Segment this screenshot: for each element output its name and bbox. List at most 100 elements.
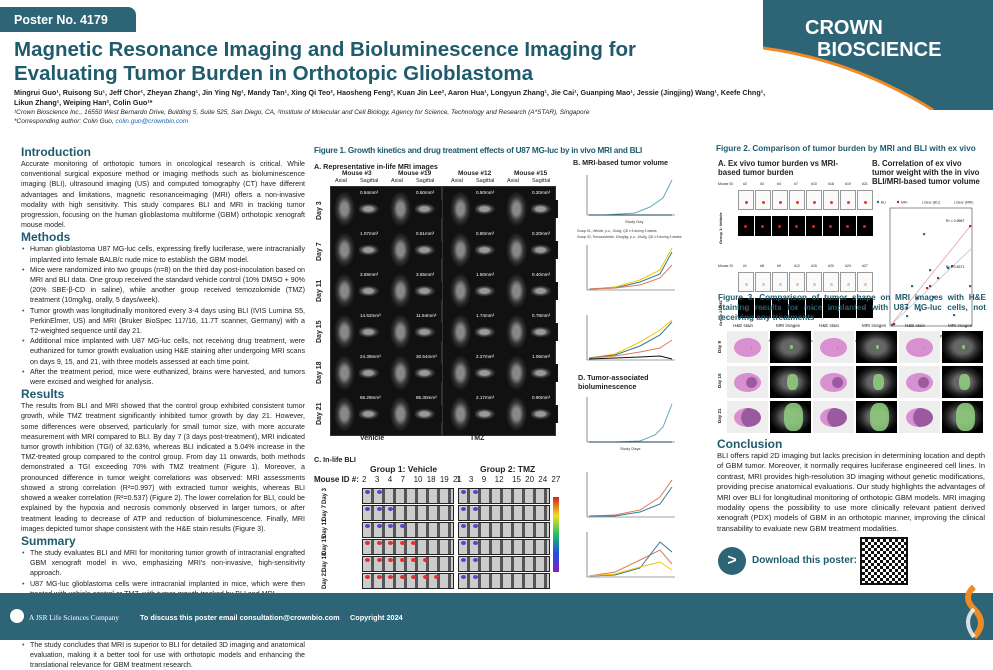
mri-axial-image <box>504 188 529 226</box>
mri-axial-image <box>448 352 473 390</box>
corresponding-email-link[interactable]: colin.guo@crownbio.com <box>115 118 189 125</box>
bli-color-scale <box>553 497 559 572</box>
mri-axial-image <box>332 188 357 226</box>
tumor-photo <box>738 190 754 210</box>
bli-data-point <box>947 267 950 270</box>
figure2-title: Figure 2. Comparison of tumor burden by … <box>716 144 976 153</box>
he-stain-image <box>727 401 768 433</box>
mri-sagittal-image <box>475 200 502 218</box>
panel-d-xlabel: Study Days <box>620 446 640 451</box>
tumor-volume-value: 0.50mm³ <box>416 190 435 195</box>
mri-sagittal-image <box>475 364 502 382</box>
mri-spot <box>846 307 849 310</box>
download-arrow-button[interactable]: > <box>718 547 746 575</box>
he-tissue <box>906 338 933 357</box>
tumor-volume-value: 0.80mm³ <box>476 231 495 236</box>
download-label[interactable]: Download this poster: <box>752 555 857 566</box>
tumor-spot <box>830 283 833 286</box>
mouse-header: Mouse #3 <box>342 170 372 177</box>
introduction-text: Accurate monitoring of orthotopic tumors… <box>21 160 305 230</box>
mri-tumor-overlay <box>784 403 803 431</box>
tumor-photo <box>857 190 873 210</box>
bli-signal <box>376 507 382 511</box>
day-label: Day 18 <box>316 361 323 384</box>
tumor-volume-value: 2.27mm³ <box>476 354 495 359</box>
bli-data-point <box>929 269 932 272</box>
mri-axial-image <box>448 311 473 349</box>
mri-data-point <box>893 323 896 326</box>
bli-signal <box>461 541 466 545</box>
crown-bioscience-logo: CROWN BIOSCIENCE <box>763 0 993 110</box>
mri-sagittal-image <box>475 241 502 259</box>
mouse-id: #27 <box>862 264 868 268</box>
bli-signal <box>461 575 466 579</box>
methods-bullet: After the treatment period, mice were eu… <box>21 367 305 387</box>
tumor-photo <box>755 272 771 292</box>
mouse-id: #20 <box>828 264 834 268</box>
mri-spot <box>744 225 747 228</box>
figure3-grid: H&E stain MRI images H&E stain MRI images H&… <box>715 323 987 437</box>
bli-image-strip <box>362 505 454 521</box>
mouse-id: #10 <box>811 182 817 186</box>
bli-signal <box>388 541 393 545</box>
tmz-individual-chart <box>586 315 675 361</box>
tumor-volume-value: 1.07mm³ <box>360 231 379 236</box>
figure3-title: Figure 3. Comparison of tumor shape on M… <box>718 293 986 322</box>
mri-spot <box>761 307 764 310</box>
tumor-volume-value: 0.20mm³ <box>532 231 551 236</box>
tumor-volume-value: 24.39mm³ <box>360 354 381 359</box>
mouse-id-label: Mouse ID #: <box>314 475 359 484</box>
bli-signal <box>365 507 370 511</box>
figure1-panel-a-title: A. Representative in-life MRI images <box>314 162 438 171</box>
mouse-header: Mouse #12 <box>458 170 492 177</box>
bli-data-point <box>933 296 936 299</box>
left-column: Introduction Accurate monitoring of orth… <box>21 145 305 670</box>
bli-signal <box>399 558 405 562</box>
legend-linear-mri: Linear (MRI) <box>954 201 973 205</box>
mri-tumor-overlay <box>876 345 879 349</box>
bli-signal <box>399 541 405 545</box>
mri-sagittal-image <box>359 323 386 341</box>
day-label: Day 7 <box>316 242 323 261</box>
mri-axial-image <box>448 188 473 226</box>
panel-b-xlabel: Study Day <box>625 219 643 224</box>
mri-tumor-image <box>823 298 839 318</box>
sagittal-label: Sagittal <box>476 178 495 184</box>
mri-slice-image <box>856 366 897 398</box>
affiliation-text: ¹Crown Bioscience Inc., 16550 West Berna… <box>14 109 590 116</box>
bli-data-point <box>969 285 972 288</box>
tumor-spot <box>762 283 765 286</box>
download-qr-code[interactable] <box>860 537 908 585</box>
tumor-spot <box>796 283 799 286</box>
tumor-spot <box>847 201 850 204</box>
footer-contact[interactable]: To discuss this poster email consultatio… <box>140 613 340 622</box>
mri-axial-image <box>388 311 413 349</box>
tumor-spot <box>847 283 850 286</box>
poster-title: Magnetic Resonance Imaging and Biolumine… <box>14 38 636 85</box>
tumor-volume-value: 65.29mm³ <box>360 395 381 400</box>
mri-sagittal-image <box>415 405 442 423</box>
footer-bar: A JSR Life Sciences Company To discuss t… <box>0 585 993 640</box>
mri-axial-image <box>388 393 413 431</box>
bli-signal <box>376 558 382 562</box>
mouse-id: #15 <box>811 264 817 268</box>
conclusion-heading: Conclusion <box>717 437 783 451</box>
mri-axial-image <box>448 229 473 267</box>
figure3-column-header: H&E stain <box>819 323 840 328</box>
vehicle-individual-chart <box>586 245 675 291</box>
poster-number-badge: Poster No. 4179 <box>0 7 136 32</box>
bli-signal <box>365 524 370 528</box>
summary-heading: Summary <box>21 533 76 548</box>
mri-sagittal-image <box>415 323 442 341</box>
bli-signal <box>461 490 466 494</box>
tumor-photo <box>823 190 839 210</box>
he-tissue <box>820 408 847 427</box>
tumor-volume-value: 0.50mm³ <box>476 190 495 195</box>
mri-tumor-overlay <box>790 345 793 349</box>
r2-bli: R² = 0.5371 <box>946 265 964 269</box>
tumor-volume-value: 1.06mm³ <box>532 354 551 359</box>
tumor-volume-value: 1.50mm³ <box>476 272 495 277</box>
figure1-panel-c-title: C. In-life BLI <box>314 455 356 464</box>
mri-axial-image <box>388 188 413 226</box>
tumor-spot <box>779 283 782 286</box>
